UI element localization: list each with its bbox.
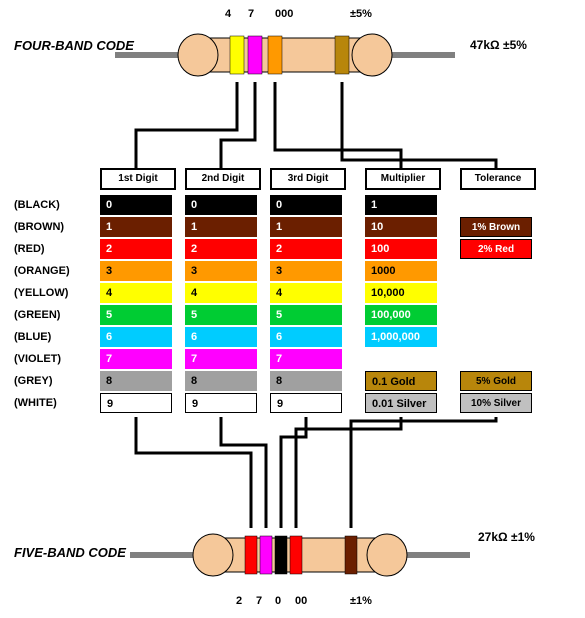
digit-cell-0-2: 2 xyxy=(100,239,172,259)
five-band-title: FIVE-BAND CODE xyxy=(14,545,126,560)
five-band-resistor xyxy=(130,520,470,590)
row-name-1: (BROWN) xyxy=(14,217,92,237)
tol-cell-8: 5% Gold xyxy=(460,371,532,391)
digit-cell-0-4: 4 xyxy=(100,283,172,303)
top-bandlabel-1: 7 xyxy=(248,8,254,20)
digit-cell-0-8: 8 xyxy=(100,371,172,391)
row-name-2: (RED) xyxy=(14,239,92,259)
digit-cell-0-6: 6 xyxy=(100,327,172,347)
digit-cell-1-3: 3 xyxy=(185,261,257,281)
top-bandlabel-2: 000 xyxy=(275,8,293,20)
bot-bandlabel-3: 00 xyxy=(295,595,307,607)
row-name-9: (WHITE) xyxy=(14,393,92,413)
mult-cell-3: 1000 xyxy=(365,261,437,281)
digit-cell-0-5: 5 xyxy=(100,305,172,325)
row-name-7: (VIOLET) xyxy=(14,349,92,369)
digit-cell-1-6: 6 xyxy=(185,327,257,347)
digit-cell-1-0: 0 xyxy=(185,195,257,215)
digit-cell-2-3: 3 xyxy=(270,261,342,281)
bot-bandlabel-0: 2 xyxy=(236,595,242,607)
digit-cell-1-1: 1 xyxy=(185,217,257,237)
digit-cell-2-8: 8 xyxy=(270,371,342,391)
bot-bandlabel-1: 7 xyxy=(256,595,262,607)
four-band-value: 47kΩ ±5% xyxy=(470,38,527,52)
top-bandlabel-0: 4 xyxy=(225,8,231,20)
row-name-3: (ORANGE) xyxy=(14,261,92,281)
digit-cell-2-6: 6 xyxy=(270,327,342,347)
row-name-5: (GREEN) xyxy=(14,305,92,325)
tol-cell-9: 10% Silver xyxy=(460,393,532,413)
top-bandlabel-3: ±5% xyxy=(350,8,372,20)
digit-cell-0-3: 3 xyxy=(100,261,172,281)
mult-cell-0: 1 xyxy=(365,195,437,215)
mult-cell-5: 100,000 xyxy=(365,305,437,325)
digit-cell-0-0: 0 xyxy=(100,195,172,215)
tol-cell-2: 2% Red xyxy=(460,239,532,259)
mult-cell-9: 0.01 Silver xyxy=(365,393,437,413)
digit-cell-1-2: 2 xyxy=(185,239,257,259)
col-head-4: Tolerance xyxy=(460,168,536,190)
mult-cell-1: 10 xyxy=(365,217,437,237)
digit-cell-1-5: 5 xyxy=(185,305,257,325)
digit-cell-1-4: 4 xyxy=(185,283,257,303)
digit-cell-2-1: 1 xyxy=(270,217,342,237)
mult-cell-8: 0.1 Gold xyxy=(365,371,437,391)
digit-cell-2-0: 0 xyxy=(270,195,342,215)
digit-cell-2-7: 7 xyxy=(270,349,342,369)
digit-cell-0-1: 1 xyxy=(100,217,172,237)
bot-bandlabel-4: ±1% xyxy=(350,595,372,607)
mult-cell-6: 1,000,000 xyxy=(365,327,437,347)
digit-cell-2-2: 2 xyxy=(270,239,342,259)
mult-cell-2: 100 xyxy=(365,239,437,259)
row-name-0: (BLACK) xyxy=(14,195,92,215)
col-head-3: Multiplier xyxy=(365,168,441,190)
digit-cell-2-4: 4 xyxy=(270,283,342,303)
bot-bandlabel-2: 0 xyxy=(275,595,281,607)
digit-cell-0-7: 7 xyxy=(100,349,172,369)
five-band-value: 27kΩ ±1% xyxy=(478,530,535,544)
digit-cell-2-5: 5 xyxy=(270,305,342,325)
row-name-6: (BLUE) xyxy=(14,327,92,347)
row-name-4: (YELLOW) xyxy=(14,283,92,303)
digit-cell-0-9: 9 xyxy=(100,393,172,413)
row-name-8: (GREY) xyxy=(14,371,92,391)
four-band-resistor xyxy=(115,20,455,90)
tol-cell-1: 1% Brown xyxy=(460,217,532,237)
digit-cell-2-9: 9 xyxy=(270,393,342,413)
mult-cell-4: 10,000 xyxy=(365,283,437,303)
digit-cell-1-8: 8 xyxy=(185,371,257,391)
digit-cell-1-7: 7 xyxy=(185,349,257,369)
four-band-title: FOUR-BAND CODE xyxy=(14,38,134,53)
col-head-2: 3rd Digit xyxy=(270,168,346,190)
col-head-0: 1st Digit xyxy=(100,168,176,190)
digit-cell-1-9: 9 xyxy=(185,393,257,413)
col-head-1: 2nd Digit xyxy=(185,168,261,190)
